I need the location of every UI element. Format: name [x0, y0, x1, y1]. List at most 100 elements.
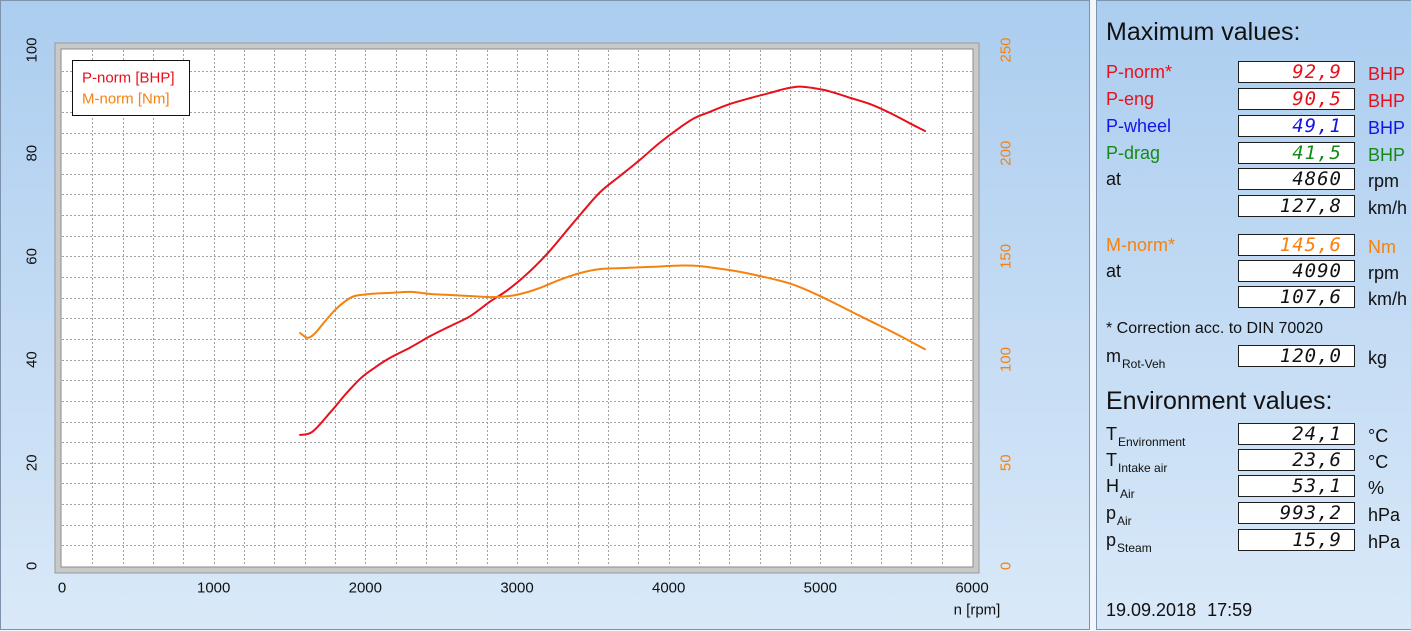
- x-tick-label: 6000: [955, 580, 988, 597]
- y-axis-right-ticks: 0 50 100 150 200 250: [998, 37, 1015, 570]
- max-power-speed-unit: km/h: [1368, 198, 1408, 218]
- legend-entry-m-norm: M-norm [Nm]: [82, 91, 170, 108]
- p-eng-label: P-eng: [1106, 89, 1155, 109]
- p-norm-bhp-line: [299, 85, 926, 436]
- t-environment-value: 24,1: [1238, 423, 1355, 445]
- p-norm-value: 92,9: [1238, 61, 1355, 83]
- row-p-wheel: P-wheel 49,1 BHP: [1097, 115, 1411, 138]
- max-power-rpm-value: 4860: [1238, 168, 1355, 190]
- chart-panel: P-norm [BHP] M-norm [Nm] 0 1000 2000 3000 40…: [0, 0, 1090, 630]
- max-power-speed-value: 127,8: [1238, 195, 1355, 217]
- t-intake-air-unit: °C: [1368, 452, 1389, 472]
- row-p-norm: P-norm* 92,9 BHP: [1097, 61, 1411, 84]
- row-max-torque-rpm: at 4090 rpm: [1097, 260, 1411, 283]
- row-m-norm: M-norm* 145,6 Nm: [1097, 234, 1411, 257]
- t-intake-air-label-sub: Intake air: [1118, 461, 1168, 475]
- h-air-label-main: H: [1106, 476, 1119, 496]
- p-wheel-unit: BHP: [1368, 118, 1406, 138]
- row-t-intake-air: TIntake air 23,6 °C: [1097, 449, 1411, 475]
- p-steam-label-main: p: [1106, 530, 1117, 550]
- t-environment-label: TEnvironment: [1106, 423, 1186, 449]
- x-tick-label: 4000: [652, 580, 685, 597]
- row-max-power-rpm: at 4860 rpm: [1097, 168, 1411, 191]
- row-p-steam: pSteam 15,9 hPa: [1097, 529, 1411, 555]
- h-air-unit: %: [1368, 478, 1385, 498]
- y-right-tick-label: 250: [998, 37, 1015, 62]
- t-environment-label-sub: Environment: [1118, 435, 1186, 449]
- y-left-tick-label: 0: [24, 562, 41, 570]
- y-left-tick-label: 40: [24, 351, 41, 368]
- y-right-tick-label: 150: [998, 244, 1015, 269]
- timestamp: 19.09.2018 17:59: [1106, 599, 1252, 621]
- m-rot-veh-value: 120,0: [1238, 345, 1355, 367]
- max-torque-rpm-unit: rpm: [1368, 263, 1399, 283]
- t-intake-air-value: 23,6: [1238, 449, 1355, 471]
- power-torque-chart: P-norm [BHP] M-norm [Nm] 0 1000 2000 3000 40…: [24, 37, 1015, 619]
- max-torque-speed-value: 107,6: [1238, 286, 1355, 308]
- p-wheel-value: 49,1: [1238, 115, 1355, 137]
- timestamp-time: 17:59: [1207, 600, 1253, 620]
- grid: [62, 50, 972, 566]
- y-right-tick-label: 50: [998, 454, 1015, 471]
- series-lines: [299, 85, 926, 436]
- y-axis-left-ticks: 0 20 40 60 80 100: [24, 37, 41, 570]
- t-environment-unit: °C: [1368, 426, 1389, 446]
- row-p-eng: P-eng 90,5 BHP: [1097, 88, 1411, 111]
- results-panel: Maximum values: P-norm* 92,9 BHP P-eng 9…: [1096, 0, 1411, 630]
- x-axis-label: n [rpm]: [954, 602, 1001, 619]
- p-steam-value: 15,9: [1238, 529, 1355, 551]
- p-air-label-main: p: [1106, 503, 1117, 523]
- m-norm-value: 145,6: [1238, 234, 1355, 256]
- y-left-tick-label: 20: [24, 454, 41, 471]
- max-torque-at-label: at: [1106, 261, 1122, 281]
- m-norm-nm-line: [299, 264, 926, 351]
- h-air-value: 53,1: [1238, 475, 1355, 497]
- row-p-air: pAir 993,2 hPa: [1097, 502, 1411, 528]
- p-norm-unit: BHP: [1368, 64, 1406, 84]
- row-t-environment: TEnvironment 24,1 °C: [1097, 423, 1411, 449]
- max-torque-rpm-value: 4090: [1238, 260, 1355, 282]
- p-steam-label: pSteam: [1106, 529, 1152, 555]
- p-drag-value: 41,5: [1238, 142, 1355, 164]
- timestamp-date: 19.09.2018: [1106, 600, 1197, 620]
- y-left-tick-label: 100: [24, 37, 41, 62]
- row-h-air: HAir 53,1 %: [1097, 475, 1411, 501]
- h-air-label-sub: Air: [1120, 487, 1135, 501]
- p-wheel-label: P-wheel: [1106, 116, 1172, 136]
- legend-box: [72, 60, 190, 116]
- row-p-drag: P-drag 41,5 BHP: [1097, 142, 1411, 165]
- x-tick-label: 5000: [804, 580, 837, 597]
- x-tick-label: 2000: [349, 580, 382, 597]
- p-norm-label: P-norm*: [1106, 62, 1173, 82]
- t-intake-air-label: TIntake air: [1106, 449, 1168, 475]
- p-air-label-sub: Air: [1117, 514, 1132, 528]
- y-left-tick-label: 60: [24, 248, 41, 265]
- p-air-unit: hPa: [1368, 505, 1401, 525]
- p-drag-label: P-drag: [1106, 143, 1161, 163]
- p-air-value: 993,2: [1238, 502, 1355, 524]
- x-tick-label: 0: [58, 580, 66, 597]
- correction-note: * Correction acc. to DIN 70020: [1106, 320, 1323, 337]
- p-eng-unit: BHP: [1368, 91, 1406, 111]
- h-air-label: HAir: [1106, 475, 1135, 501]
- max-values-title: Maximum values:: [1106, 18, 1301, 46]
- m-norm-unit: Nm: [1368, 237, 1396, 257]
- m-rot-veh-label-main: m: [1106, 346, 1121, 366]
- p-drag-unit: BHP: [1368, 145, 1406, 165]
- t-intake-air-label-main: T: [1106, 450, 1117, 470]
- x-axis-ticks: 0 1000 2000 3000 4000 5000 6000: [58, 580, 989, 597]
- environment-values-title: Environment values:: [1106, 387, 1333, 415]
- y-right-tick-label: 200: [998, 141, 1015, 166]
- row-max-torque-speed: 107,6 km/h: [1097, 286, 1411, 309]
- row-max-power-speed: 127,8 km/h: [1097, 195, 1411, 218]
- legend: P-norm [BHP] M-norm [Nm]: [72, 60, 190, 116]
- m-norm-label: M-norm*: [1106, 235, 1176, 255]
- y-right-tick-label: 0: [998, 562, 1015, 570]
- y-left-tick-label: 80: [24, 145, 41, 162]
- max-power-at-label: at: [1106, 169, 1122, 189]
- legend-entry-p-norm: P-norm [BHP]: [82, 70, 175, 87]
- y-right-tick-label: 100: [998, 347, 1015, 372]
- row-m-rot-veh: mRot-Veh 120,0 kg: [1097, 345, 1411, 371]
- x-tick-label: 3000: [500, 580, 533, 597]
- m-rot-veh-unit: kg: [1368, 348, 1388, 368]
